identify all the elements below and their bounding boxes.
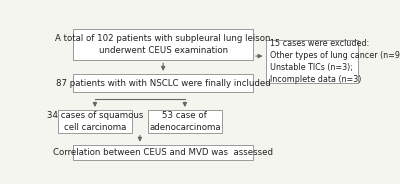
FancyBboxPatch shape — [148, 110, 222, 133]
Text: 87 patients with with NSCLC were finally included: 87 patients with with NSCLC were finally… — [56, 79, 270, 88]
FancyBboxPatch shape — [73, 145, 253, 160]
Text: 15 cases were excluded:
Other types of lung cancer (n=9);
Unstable TICs (n=3);
I: 15 cases were excluded: Other types of l… — [270, 39, 400, 84]
FancyBboxPatch shape — [73, 29, 253, 60]
Text: A total of 102 patients with subpleural lung leison
underwent CEUS examination: A total of 102 patients with subpleural … — [55, 34, 271, 55]
Text: 34 cases of squamous
cell carcinoma: 34 cases of squamous cell carcinoma — [47, 111, 143, 132]
FancyBboxPatch shape — [58, 110, 132, 133]
Text: 53 case of
adenocarcinoma: 53 case of adenocarcinoma — [149, 111, 221, 132]
FancyBboxPatch shape — [73, 74, 253, 92]
FancyBboxPatch shape — [266, 40, 358, 83]
Text: Correlation between CEUS and MVD was  assessed: Correlation between CEUS and MVD was ass… — [53, 148, 273, 157]
